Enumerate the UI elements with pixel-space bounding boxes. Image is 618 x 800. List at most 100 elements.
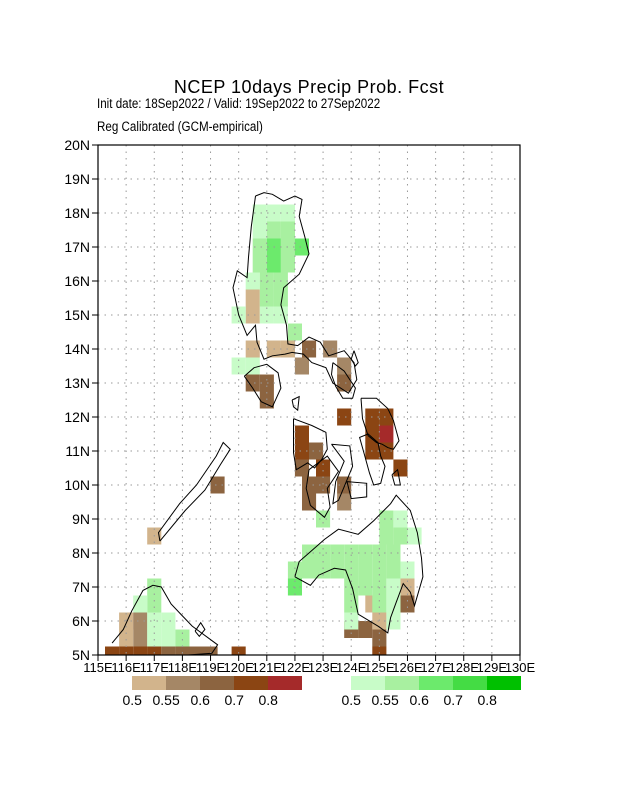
wet-prob-cell [259, 289, 274, 307]
dry-legend-label: 0.5 [122, 692, 142, 708]
coastline-segment [157, 441, 231, 542]
wet-prob-cell [252, 204, 267, 222]
x-tick-label: 117E [140, 660, 170, 675]
dry-prob-cell [133, 646, 148, 655]
y-tick-label: 6N [72, 613, 90, 629]
x-tick-label: 124E [336, 660, 367, 675]
coastline-segment [194, 621, 206, 638]
wet-prob-cell [252, 221, 267, 239]
wet-prob-cell [372, 561, 387, 579]
y-tick-label: 18N [64, 205, 90, 221]
dry-prob-cell [231, 646, 246, 655]
dry-prob-cell [337, 493, 352, 511]
dry-legend-label: 0.55 [152, 692, 180, 708]
coastline-segment [293, 418, 328, 471]
dry-prob-cell [372, 629, 387, 647]
grid-lines [98, 145, 520, 655]
wet-prob-cell [344, 544, 359, 562]
coastline [111, 192, 424, 655]
dry-prob-cell [175, 646, 190, 655]
wet-legend-label: 0.6 [409, 692, 429, 708]
dry-prob-cell [294, 442, 309, 460]
dry-prob-cell [294, 357, 309, 375]
coastline-segment [358, 433, 386, 486]
wet-prob-cell [252, 255, 267, 273]
y-tick-label: 9N [72, 511, 90, 527]
x-tick-label: 130E [505, 660, 536, 675]
y-tick-label: 14N [64, 341, 90, 357]
coastline-segment [346, 481, 368, 500]
wet-prob-cell [407, 527, 422, 545]
dry-prob-cell [245, 374, 260, 392]
x-tick-label: 115E [83, 660, 113, 675]
dry-prob-cell [309, 442, 324, 460]
dry-prob-cell [259, 374, 274, 392]
dry-prob-cell [337, 357, 352, 375]
x-tick-label: 121E [252, 660, 283, 675]
wet-prob-cell [161, 629, 176, 647]
y-tick-label: 17N [64, 239, 90, 255]
wet-prob-cell [175, 629, 190, 647]
wet-prob-cell [273, 289, 288, 307]
y-tick-label: 12N [64, 409, 90, 425]
dry-prob-cell [294, 425, 309, 443]
wet-legend-swatch [351, 676, 385, 690]
coastline-segment [111, 584, 219, 655]
wet-prob-cell [386, 544, 401, 562]
wet-prob-cell [330, 561, 345, 579]
wet-prob-cell [287, 323, 302, 341]
coastline-segment [350, 350, 359, 367]
wet-prob-cell [344, 561, 359, 579]
wet-prob-cell [379, 527, 394, 545]
x-tick-label: 127E [420, 660, 451, 675]
dry-prob-cell [189, 646, 204, 655]
y-tick-label: 11N [65, 443, 90, 459]
wet-prob-cell [372, 544, 387, 562]
x-tick-label: 129E [477, 660, 508, 675]
wet-legend-label: 0.7 [443, 692, 463, 708]
dry-prob-cell [337, 374, 352, 392]
coastline-segment [232, 192, 358, 394]
dry-legend-swatch [166, 676, 200, 690]
dry-prob-cell [161, 646, 176, 655]
wet-prob-cell [302, 561, 317, 579]
axis-ticks: 5N 6N 7N 8N 9N 10N 11N 12N 13N 14N 15N 16N 17N 18N 19N… [64, 137, 535, 675]
y-tick-label: 7N [72, 579, 90, 595]
wet-prob-cell [245, 272, 260, 290]
coastline-segment [243, 363, 282, 408]
wet-prob-cell [393, 510, 408, 528]
dry-legend-swatch [268, 676, 302, 690]
dry-prob-cell [316, 476, 331, 494]
wet-prob-cell [259, 272, 274, 290]
dry-legend-label: 0.8 [258, 692, 278, 708]
dry-prob-cell [119, 629, 134, 647]
probability-cells [105, 204, 422, 655]
map-title: NCEP 10days Precip Prob. Fcst [173, 77, 445, 97]
wet-prob-cell [294, 238, 309, 256]
dry-legend-label: 0.6 [190, 692, 210, 708]
y-tick-label: 5N [72, 647, 90, 663]
y-tick-label: 13N [64, 375, 90, 391]
dry-prob-cell [337, 408, 352, 426]
y-tick-label: 10N [64, 477, 90, 493]
wet-prob-cell [400, 561, 415, 579]
x-tick-label: 126E [392, 660, 423, 675]
dry-prob-cell [379, 442, 394, 460]
wet-prob-cell [266, 255, 281, 273]
wet-legend-swatch [419, 676, 453, 690]
wet-prob-cell [386, 561, 401, 579]
wet-legend-label: 0.55 [371, 692, 399, 708]
dry-prob-cell [358, 621, 373, 638]
dry-prob-cell [210, 476, 225, 494]
dry-prob-cell [245, 289, 260, 307]
coastline-segment [294, 494, 424, 634]
wet-prob-cell [133, 595, 148, 613]
coastline-segment [360, 397, 400, 450]
y-tick-label: 16N [64, 273, 90, 289]
dry-prob-cell [133, 629, 148, 647]
x-tick-label: 128E [449, 660, 480, 675]
x-tick-label: 123E [308, 660, 339, 675]
wet-prob-cell [386, 612, 401, 630]
dry-prob-cell [365, 425, 380, 443]
